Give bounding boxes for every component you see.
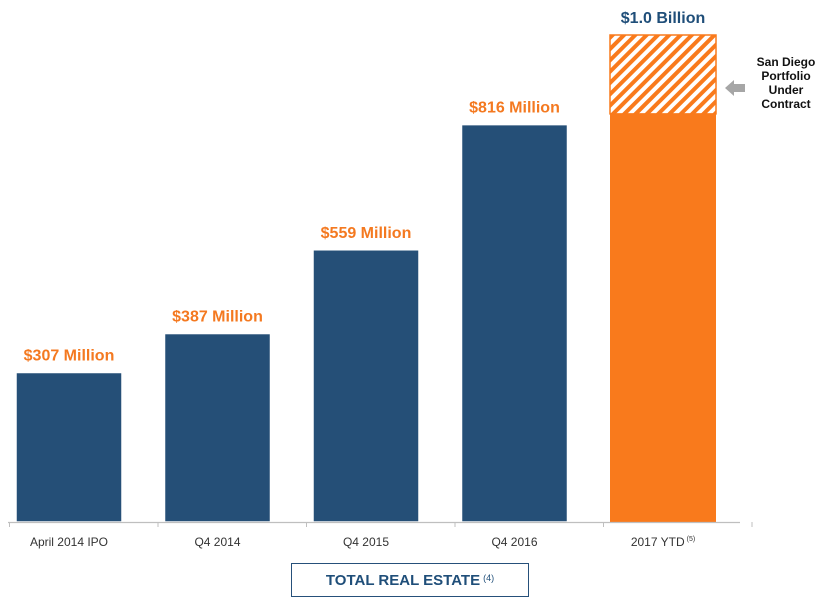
x-tick-label: April 2014 IPO xyxy=(30,535,108,549)
chart-title-box: TOTAL REAL ESTATE (4) xyxy=(291,563,529,597)
x-tick-label: Q4 2014 xyxy=(194,535,240,549)
bar-q4-2016 xyxy=(460,123,569,523)
callout-line: Contract xyxy=(761,97,811,111)
bar-q4-2015 xyxy=(312,249,420,523)
x-tick-footnote: (5) xyxy=(687,536,696,543)
bar-q4-2014 xyxy=(163,332,272,523)
data-label: $1.0 Billion xyxy=(621,10,705,27)
callout-line: San Diego xyxy=(756,55,816,69)
data-label: $387 Million xyxy=(172,309,263,326)
bar-2017-ytd-closed xyxy=(610,113,716,523)
x-tick-label: Q4 2016 xyxy=(491,535,537,549)
callout-line: Under xyxy=(768,83,804,97)
chart-title-footnote: (4) xyxy=(483,573,495,583)
chart-title: TOTAL REAL ESTATE xyxy=(325,571,481,589)
data-label: $816 Million xyxy=(469,100,560,117)
data-label: $307 Million xyxy=(24,347,115,364)
bar-2017-ytd-under-contract xyxy=(609,34,717,115)
san-diego-callout: San Diego Portfolio Under Contract xyxy=(748,55,824,111)
x-tick-label: 2017 YTD (5) xyxy=(631,535,695,549)
bar-april-2014-ipo xyxy=(15,371,123,523)
data-label: $559 Million xyxy=(321,225,412,242)
left-arrow-icon xyxy=(725,80,745,96)
callout-line: Portfolio xyxy=(761,69,811,83)
x-tick-label: Q4 2015 xyxy=(343,535,389,549)
